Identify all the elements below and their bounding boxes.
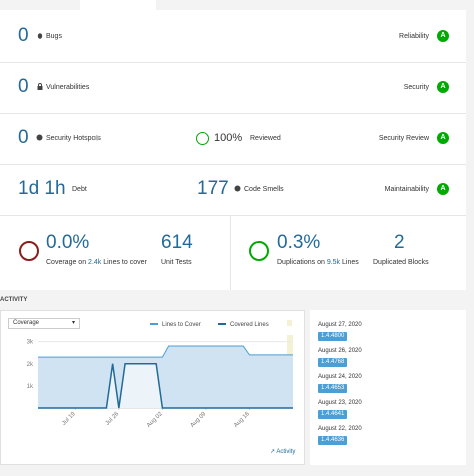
vulnerabilities-count[interactable]: 0 <box>18 76 29 97</box>
separator <box>0 164 466 165</box>
version-date: August 27, 2020 <box>318 322 362 328</box>
chart-panel <box>0 310 305 465</box>
version-date: August 26, 2020 <box>318 348 362 354</box>
separator <box>0 113 466 114</box>
rating-badge[interactable]: A <box>437 183 449 195</box>
hotspots-count[interactable]: 0 <box>18 127 29 148</box>
vulnerabilities-label: Vulnerabilities <box>46 84 90 91</box>
duplicated-blocks-count[interactable]: 2 <box>394 232 405 253</box>
rating-badge[interactable]: A <box>437 81 449 93</box>
duplications-value[interactable]: 0.3% <box>277 232 321 253</box>
duplications-label: Duplications on 9.5k Lines <box>277 258 359 267</box>
smell-icon <box>234 185 241 192</box>
metric-select[interactable]: Coverage ▾ <box>8 318 80 329</box>
rating-badge[interactable]: A <box>437 132 449 144</box>
divider <box>230 215 231 290</box>
separator <box>0 215 466 216</box>
bugs-count[interactable]: 0 <box>18 25 29 46</box>
main-panel <box>0 10 466 290</box>
activity-link[interactable]: ↗ Activity <box>270 449 296 455</box>
version-badge[interactable]: 1.4.4768 <box>318 358 348 367</box>
debt-label: Debt <box>72 186 87 193</box>
reviewed-label: Reviewed <box>250 135 281 142</box>
top-tab <box>80 0 156 10</box>
select-value: Coverage <box>13 320 40 326</box>
hotspots-label: Security Hotspots <box>46 135 101 142</box>
coverage-value[interactable]: 0.0% <box>46 232 90 253</box>
shield-icon <box>36 134 43 141</box>
duplicated-blocks-label: Duplicated Blocks <box>373 259 429 266</box>
text: Lines to cover <box>103 259 147 266</box>
bugs-label: Bugs <box>46 33 62 40</box>
separator <box>0 62 466 63</box>
activity-title: ACTIVITY <box>0 297 28 303</box>
reliability-label: Reliability <box>399 33 429 40</box>
debt-value[interactable]: 1d 1h <box>18 178 66 199</box>
coverage-ring <box>19 241 39 261</box>
code-smells-count[interactable]: 177 <box>197 178 229 199</box>
security-label: Security <box>403 84 429 91</box>
version-badge[interactable]: 1.4.4636 <box>318 436 348 445</box>
unit-tests-label: Unit Tests <box>161 259 192 266</box>
text: Coverage on <box>46 259 87 266</box>
unit-tests-count[interactable]: 614 <box>161 232 193 253</box>
version-badge[interactable]: 1.4.4641 <box>318 410 348 419</box>
version-badge[interactable]: 1.4.4653 <box>318 384 348 393</box>
version-date: August 23, 2020 <box>318 400 362 406</box>
version-date: August 22, 2020 <box>318 426 362 432</box>
text: Lines <box>342 259 359 266</box>
help-icon[interactable] <box>94 135 100 141</box>
lock-icon <box>37 83 43 90</box>
caret: ▾ <box>71 320 75 326</box>
coverage-label: Coverage on 2.4k Lines to cover <box>46 258 147 267</box>
rating-badge[interactable]: A <box>437 30 449 42</box>
maintainability-label: Maintainability <box>384 186 429 193</box>
duplications-ring <box>249 241 269 261</box>
bug-icon <box>37 33 43 39</box>
lines-link[interactable]: 2.4k <box>88 259 102 266</box>
reviewed-ring <box>196 132 209 145</box>
code-smells-label: Code Smells <box>244 186 284 193</box>
version-badge[interactable]: 1.4.4800 <box>318 332 348 341</box>
link-text[interactable]: Activity <box>276 449 296 455</box>
reviewed-value[interactable]: 100% <box>214 132 243 144</box>
text: Duplications on <box>277 259 325 266</box>
lines-link[interactable]: 9.5k <box>326 259 341 266</box>
version-date: August 24, 2020 <box>318 374 362 380</box>
security-review-label: Security Review <box>378 135 429 142</box>
